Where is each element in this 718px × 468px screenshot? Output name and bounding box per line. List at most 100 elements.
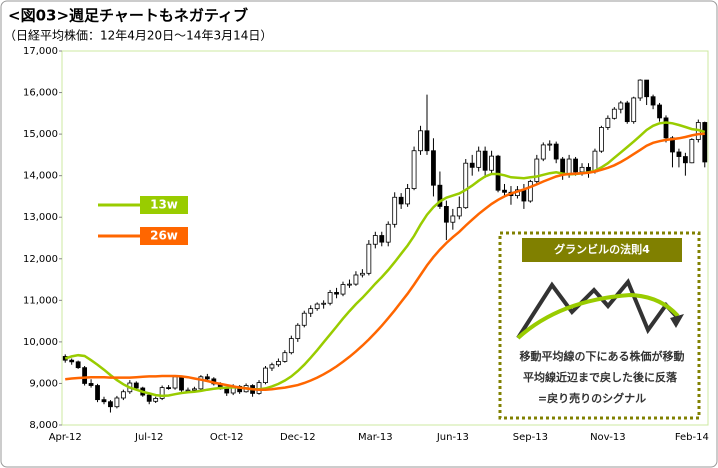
candle-body bbox=[424, 130, 430, 152]
candle-body bbox=[618, 102, 624, 110]
annotation-title: グランビルの法則4 bbox=[554, 242, 650, 256]
candle-body bbox=[463, 162, 469, 209]
candle-body bbox=[321, 302, 327, 305]
candle-body bbox=[637, 79, 643, 99]
candle-body bbox=[198, 376, 204, 390]
schematic-ma bbox=[516, 292, 680, 340]
candle-body bbox=[204, 376, 210, 380]
schematic-arrow bbox=[670, 314, 684, 328]
candle-body bbox=[359, 272, 365, 276]
y-tick-label: 14,000 bbox=[23, 171, 58, 182]
candle-body bbox=[521, 189, 527, 202]
candle-body bbox=[282, 352, 288, 362]
candle-body bbox=[663, 117, 669, 139]
x-tick-label: Sep-13 bbox=[513, 432, 548, 443]
x-tick-label: Dec-12 bbox=[280, 432, 316, 443]
candle-body bbox=[599, 127, 604, 152]
candle-body bbox=[379, 235, 385, 243]
x-tick-label: Jun-13 bbox=[436, 432, 469, 443]
candle-body bbox=[489, 155, 494, 171]
candle-body bbox=[114, 397, 120, 408]
candle-body bbox=[411, 150, 417, 189]
x-tick-label: Apr-12 bbox=[49, 432, 82, 443]
candle-body bbox=[385, 223, 391, 243]
candle-body bbox=[179, 376, 184, 391]
chart-subtitle: （日経平均株価：12年4月20日～14年3月14日） bbox=[4, 28, 272, 43]
y-tick-label: 16,000 bbox=[23, 88, 58, 99]
candle-body bbox=[153, 398, 159, 402]
candle-body bbox=[295, 324, 301, 339]
candle-body bbox=[657, 104, 662, 119]
candle-body bbox=[605, 117, 611, 128]
y-tick-label: 11,000 bbox=[23, 295, 58, 306]
candle-body bbox=[172, 376, 178, 389]
legend-swatch bbox=[140, 196, 188, 214]
candle-body bbox=[372, 235, 378, 245]
x-tick-label: Oct-12 bbox=[210, 432, 244, 443]
y-tick-label: 9,000 bbox=[29, 378, 58, 389]
candle-body bbox=[75, 361, 81, 369]
candle-body bbox=[579, 166, 585, 173]
candle-body bbox=[166, 387, 171, 390]
y-tick-label: 15,000 bbox=[23, 129, 58, 140]
schematic-price bbox=[516, 278, 678, 340]
candle-body bbox=[159, 387, 165, 399]
candle-body bbox=[676, 151, 682, 157]
moving-average bbox=[64, 121, 706, 398]
y-tick-label: 12,000 bbox=[23, 254, 58, 265]
candle-body bbox=[82, 367, 88, 384]
candle-body bbox=[702, 122, 708, 163]
y-tick-label: 17,000 bbox=[23, 46, 58, 57]
candle-body bbox=[69, 359, 75, 363]
candle-body bbox=[95, 385, 100, 401]
candle-body bbox=[101, 399, 107, 403]
candle-body bbox=[288, 338, 294, 354]
y-tick-label: 8,000 bbox=[29, 420, 58, 431]
annotation-line: 平均線近辺まで戻した後に反落 bbox=[523, 370, 678, 384]
candle-body bbox=[682, 156, 688, 164]
x-tick-label: Feb-14 bbox=[675, 432, 709, 443]
candle-body bbox=[573, 158, 578, 173]
x-tick-label: Jul-12 bbox=[134, 432, 163, 443]
candle-body bbox=[476, 150, 482, 168]
annotation-line: 移動平均線の下にある株価が移動 bbox=[520, 349, 685, 363]
candle-body bbox=[327, 292, 333, 304]
candle-body bbox=[611, 108, 617, 119]
candle-body bbox=[482, 150, 488, 171]
candle-body bbox=[120, 391, 126, 399]
candle-body bbox=[334, 292, 339, 295]
legend-label: 26w bbox=[150, 229, 178, 243]
candle-body bbox=[398, 196, 404, 205]
candle-body bbox=[566, 158, 572, 176]
candle-body bbox=[502, 189, 507, 193]
legend-label: 13w bbox=[150, 198, 178, 212]
candle-body bbox=[534, 158, 540, 182]
candle-body bbox=[133, 382, 139, 389]
candle-body bbox=[353, 274, 359, 285]
y-tick-label: 10,000 bbox=[23, 337, 58, 348]
candle-body bbox=[527, 181, 533, 202]
annotation: グランビルの法則4 移動平均線の下にある株価が移動 平均線近辺まで戻した後に反落… bbox=[498, 231, 701, 420]
annotation-header bbox=[522, 238, 682, 262]
candle-body bbox=[689, 139, 695, 164]
candle-body bbox=[108, 401, 113, 408]
candle-body bbox=[443, 206, 449, 223]
candle-body bbox=[469, 162, 475, 168]
candle-body bbox=[650, 96, 656, 106]
candle-body bbox=[553, 143, 559, 160]
candle-body bbox=[308, 308, 314, 314]
candle-body bbox=[314, 303, 320, 310]
candle-body bbox=[540, 144, 546, 160]
candle-body bbox=[224, 388, 230, 394]
candle-body bbox=[366, 243, 372, 274]
candle-body bbox=[547, 143, 553, 146]
candle-body bbox=[263, 367, 268, 384]
candle-body bbox=[405, 188, 411, 205]
y-tick-label: 13,000 bbox=[23, 212, 58, 223]
x-tick-label: Nov-13 bbox=[590, 432, 626, 443]
candle-body bbox=[450, 215, 456, 223]
candle-body bbox=[276, 361, 281, 366]
candle-body bbox=[644, 79, 650, 98]
candle-body bbox=[456, 207, 462, 217]
